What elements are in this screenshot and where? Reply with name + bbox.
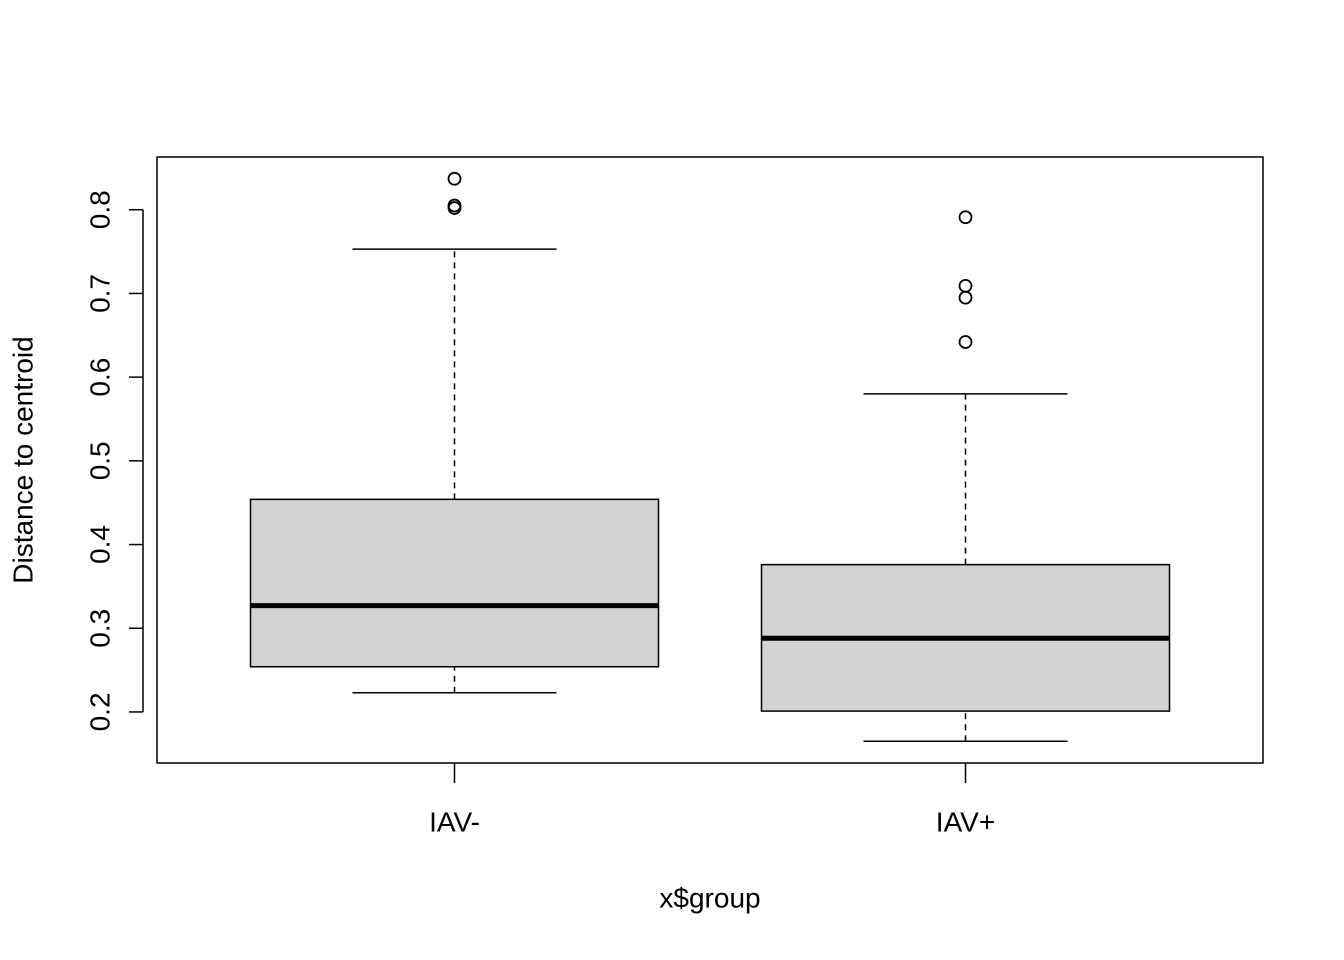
- x-axis-label: x$group: [659, 882, 760, 913]
- outlier: [447, 171, 462, 186]
- outlier: [958, 210, 973, 225]
- outlier: [958, 290, 973, 305]
- y-tick-label: 0.6: [84, 358, 115, 397]
- x-tick-label: IAV-: [429, 806, 480, 837]
- y-tick-label: 0.4: [84, 525, 115, 564]
- plot-frame: [156, 156, 1264, 764]
- y-tick-label: 0.3: [84, 609, 115, 648]
- box: [249, 498, 660, 668]
- y-tick-label: 0.2: [84, 692, 115, 731]
- outlier: [958, 335, 973, 349]
- outlier: [958, 279, 973, 293]
- y-axis-label: Distance to centroid: [7, 336, 38, 583]
- y-tick-label: 0.5: [84, 441, 115, 480]
- y-tick-label: 0.8: [84, 190, 115, 229]
- x-tick-label: IAV+: [936, 806, 995, 837]
- outlier: [447, 201, 462, 215]
- y-tick-label: 0.7: [84, 274, 115, 313]
